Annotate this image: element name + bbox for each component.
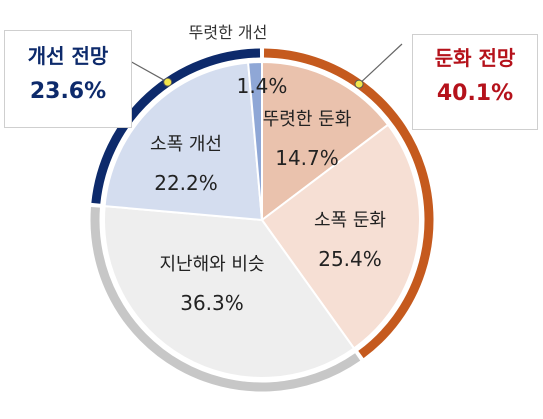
- slice-value-label: 25.4%: [318, 247, 382, 271]
- leader-dot: [163, 77, 173, 87]
- leader-dot: [354, 79, 364, 89]
- callout-slowdown-value: 40.1%: [436, 81, 514, 106]
- pie-slice: [103, 205, 356, 379]
- slice-value-label: 14.7%: [275, 146, 339, 170]
- callout-slowdown-outlook: 둔화 전망 40.1%: [412, 34, 538, 130]
- slice-value-label: 36.3%: [180, 291, 244, 315]
- slice-value-label: 22.2%: [154, 171, 218, 195]
- pie-slices: [103, 60, 421, 379]
- callout-improve-outlook: 개선 전망 23.6%: [4, 30, 132, 128]
- slice-value-label: 1.4%: [237, 74, 288, 98]
- pie-slice: [261, 60, 390, 223]
- slice-name-label: 뚜렷한 둔화: [263, 109, 352, 130]
- slice-name-label: 소폭 개선: [150, 134, 222, 155]
- pie-slice: [103, 61, 264, 222]
- callout-leaders: [127, 43, 403, 89]
- pie-slice: [247, 60, 263, 221]
- leader-line: [127, 59, 168, 83]
- callout-improve-value: 23.6%: [29, 79, 107, 104]
- slice-name-label: 지난해와 비슷: [159, 254, 264, 275]
- callout-improve-title: 개선 전망: [27, 44, 109, 68]
- callout-slowdown-title: 둔화 전망: [434, 46, 516, 70]
- outer-group-rings: [90, 48, 434, 392]
- pie-slice: [260, 123, 421, 350]
- slice-labels: 뚜렷한 둔화 14.7% 소폭 둔화 25.4% 지난해와 비슷 36.3% 소폭 개선 22…: [150, 23, 386, 315]
- slice-name-label-outside: 뚜렷한 개선: [189, 23, 268, 42]
- group-ring: [263, 48, 434, 359]
- leader-line: [358, 43, 403, 85]
- slice-name-label: 소폭 둔화: [314, 210, 386, 231]
- group-ring: [90, 206, 361, 392]
- group-ring: [91, 48, 261, 204]
